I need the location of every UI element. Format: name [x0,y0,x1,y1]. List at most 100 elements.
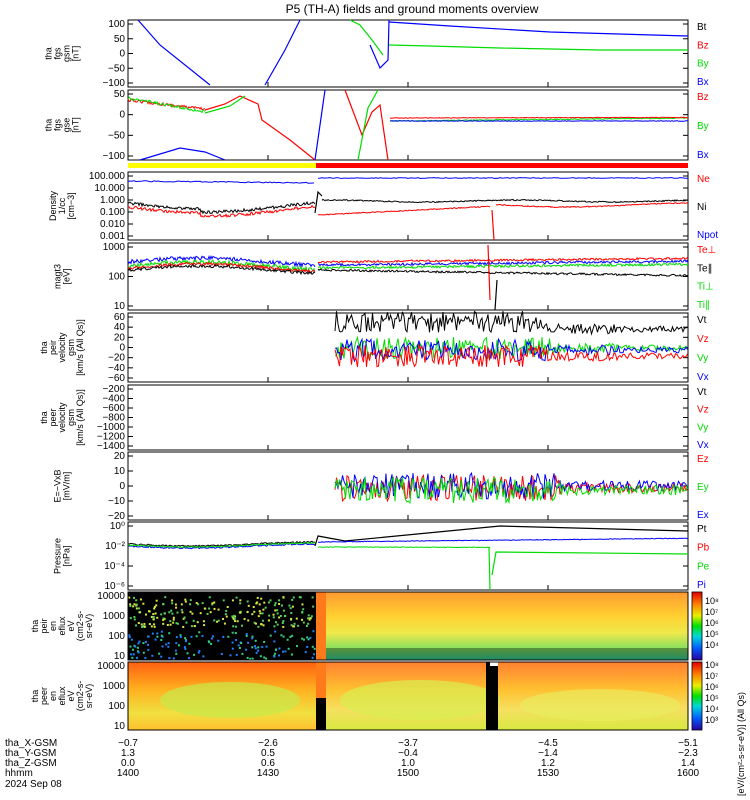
trace-pe [317,546,491,549]
legend-fgs_full-2: By [697,59,709,70]
y-axis-label-line: [eV] [62,268,72,284]
spec-pixel [302,638,305,641]
spec-pixel [129,603,132,606]
spec-pixel [304,651,307,654]
spec-pixel [275,648,278,651]
spec-pixel [280,634,283,637]
spec-pixel [257,625,260,628]
spec-pixel [262,608,265,611]
spec-pixel [190,635,193,638]
trace-bz [204,95,316,161]
trace-efield [334,475,688,505]
y-tick-label: 10 [114,721,126,732]
spec-pixel [276,612,279,615]
spec-pixel [295,617,298,620]
trace-peir-v [334,335,688,361]
y-axis-label-line: tha [39,341,49,354]
spec-pixel [217,619,220,622]
spec-pixel [235,639,238,642]
legend-fgs_zoom-1: By [697,121,709,132]
spec-pixel [254,639,257,642]
colorbar-tick: 10⁵ [705,629,719,639]
spec-pixel [139,611,142,614]
y-tick-label: 50 [114,34,126,45]
spec-pixel [185,621,188,624]
spec-pixel [265,645,268,648]
trace-by [127,96,206,114]
spec-pixel [154,612,157,615]
spec-pixel [184,639,187,642]
x-row-value: 1530 [537,768,560,779]
y-axis-label-line: (cm2-s- [75,681,85,712]
trace-efield [334,471,688,500]
spec-pixel [246,600,249,603]
y-tick-label: 10000 [97,661,125,672]
spec-peer-blob [160,682,300,718]
trace-ne [491,209,495,241]
legend-peer_velocity-2: Vy [697,422,708,433]
trace-ne [495,202,689,209]
y-tick-label: −200 [102,384,125,395]
spec-pixel [139,598,142,601]
spec-pixel [252,606,255,609]
spec-pixel [241,624,244,627]
y-axis-label-line: tha [44,47,54,60]
spec-pixel [144,613,147,616]
colorbar-tick: 10³ [705,715,718,725]
spec-pixel [135,603,138,606]
y-axis-label-line: tha [44,119,54,132]
trace-ni [314,190,323,214]
spec-pixel [261,612,264,615]
spec-pixel [258,610,261,613]
spec-pixel [273,625,276,628]
spec-pixel [132,648,135,651]
spec-pixel [156,635,159,638]
spec-pixel [140,623,143,626]
colorbar-tick: 10⁷ [705,607,718,617]
spec-pixel [198,631,201,634]
spec-pixel [278,616,281,619]
x-date: 2024 Sep 08 [5,779,62,790]
spec-pixel [290,617,293,620]
spec-pixel [239,599,242,602]
spec-pixel [241,652,244,655]
spec-pixel [272,613,275,616]
y-axis-label-line: fgs [53,119,63,132]
spec-pixel [132,605,135,608]
y-axis-label-line: E=−VxB [53,469,63,502]
spec-pixel [162,603,165,606]
spec-pixel [300,618,303,621]
spec-pixel [231,631,234,634]
spec-pixel [225,609,228,612]
y-axis-label-line: tha [30,690,40,703]
y-axis-label-line: magt3 [53,264,63,289]
spec-pixel [137,651,140,654]
panel-frame [127,521,689,591]
spec-pixel [290,624,293,627]
spec-pixel [215,620,218,623]
spec-pixel [255,651,258,654]
spec-pixel [240,642,243,645]
spec-pixel [165,643,168,646]
spec-pixel [269,599,272,602]
spec-pixel [129,617,132,620]
x-row-label: tha_Z-GSM [5,758,57,769]
colorbar-tick: 10⁷ [705,671,718,681]
spec-pixel [259,655,262,658]
y-axis-label: magt3 [eV] [53,264,72,289]
y-axis-label-line: [mV/m] [62,472,72,501]
x-axis: tha_X-GSM −0.7 −2.6 −3.7 −4.5 −5.1 tha_Y-GSM 1.… [5,738,700,790]
legend-peir_velocity-1: Vz [697,334,709,345]
spec-pixel [176,622,179,625]
panel-frame [127,591,689,661]
spec-pixel [251,657,254,660]
spec-pixel [171,602,174,605]
spec-pixel [245,648,248,651]
y-axis-label-line: en [48,621,58,631]
spec-pixel [254,645,257,648]
y-axis-label-line: [km/s (All Qs)] [75,319,85,376]
spec-pixel [175,606,178,609]
spec-pixel [261,646,264,649]
spec-pixel [185,640,188,643]
spec-pixel [292,596,295,599]
